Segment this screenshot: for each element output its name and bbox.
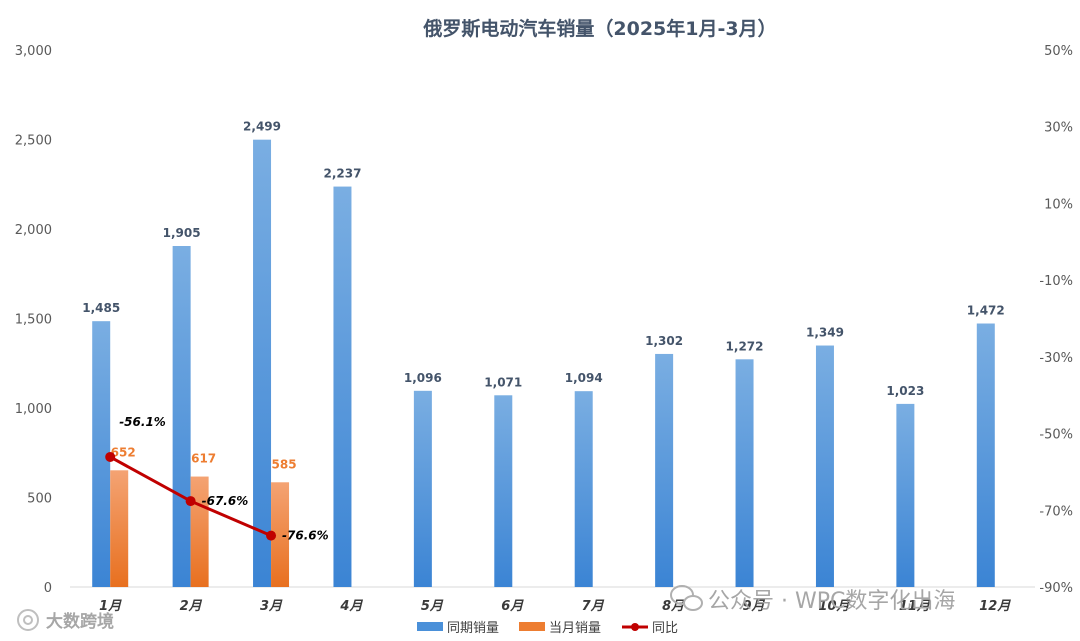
watermark-logo-icon <box>17 609 39 631</box>
x-tick-label: 10月 <box>818 599 850 614</box>
y2-tick-label: -50% <box>1039 428 1073 443</box>
legend-label-prior-year: 同期销量 <box>447 621 499 636</box>
x-tick-label: 2月 <box>180 599 203 614</box>
data-label-current-month: 652 <box>111 445 136 459</box>
wechat-icon <box>670 585 703 611</box>
data-label-prior-year: 1,485 <box>82 301 120 315</box>
x-tick-label: 7月 <box>582 599 605 614</box>
y-tick-label: 500 <box>27 492 52 507</box>
bar-current-month <box>110 470 129 587</box>
data-label-prior-year: 1,472 <box>967 304 1005 318</box>
x-tick-label: 11月 <box>899 599 931 614</box>
legend-item-prior-year: 同期销量 <box>417 621 499 636</box>
bar-prior-year <box>896 403 915 587</box>
y2-tick-label: 30% <box>1044 121 1073 136</box>
data-label-yoy: -56.1% <box>119 415 166 429</box>
legend-swatch-current-month <box>519 622 545 631</box>
legend-marker-yoy <box>631 623 639 631</box>
watermark-right: 公众号 · WPC数字化出海 <box>670 585 955 614</box>
legend: 同期销量 当月销量 同比 <box>417 621 678 636</box>
data-label-yoy: -67.6% <box>202 494 249 508</box>
data-label-prior-year: 1,302 <box>645 334 683 348</box>
y-tick-label: 2,000 <box>15 223 52 238</box>
data-label-prior-year: 1,905 <box>163 226 201 240</box>
x-tick-label: 5月 <box>421 599 444 614</box>
legend-swatch-prior-year <box>417 622 443 631</box>
y-tick-label: 1,500 <box>15 313 52 328</box>
data-label-yoy: -76.6% <box>282 529 329 543</box>
y-axis-right: -90% -70% -50% -30% -10% 10% 30% 50% <box>1039 44 1073 596</box>
bar-prior-year <box>574 391 593 587</box>
legend-item-yoy: 同比 <box>622 621 678 636</box>
y-tick-label: 2,500 <box>15 134 52 149</box>
legend-label-current-month: 当月销量 <box>549 621 601 636</box>
legend-item-current-month: 当月销量 <box>519 621 601 636</box>
y-tick-label: 3,000 <box>15 44 52 59</box>
bar-prior-year <box>735 359 754 587</box>
y2-tick-label: 50% <box>1044 44 1073 59</box>
yoy-point <box>185 496 196 507</box>
data-label-prior-year: 1,094 <box>565 371 603 385</box>
x-tick-label: 3月 <box>260 599 283 614</box>
x-tick-label: 1月 <box>99 599 122 614</box>
bar-prior-year <box>333 186 352 587</box>
bar-prior-year <box>413 390 432 587</box>
bar-prior-year <box>92 321 111 587</box>
y2-tick-label: 10% <box>1044 197 1073 212</box>
data-label-prior-year: 1,071 <box>484 375 522 389</box>
bar-prior-year <box>494 395 513 587</box>
data-label-prior-year: 2,499 <box>243 120 281 134</box>
data-label-current-month: 617 <box>191 452 216 466</box>
bar-prior-year <box>253 139 272 587</box>
y-tick-label: 0 <box>44 581 52 596</box>
y-axis-left: 0 500 1,000 1,500 2,000 2,500 3,000 <box>15 44 52 596</box>
x-tick-label: 4月 <box>339 599 363 614</box>
x-tick-label: 12月 <box>979 599 1011 614</box>
chart-title: 俄罗斯电动汽车销量（2025年1月-3月） <box>422 17 776 40</box>
y2-tick-label: -90% <box>1039 581 1073 596</box>
bar-current-month <box>271 482 290 587</box>
y2-tick-label: -30% <box>1039 351 1073 366</box>
bar-prior-year <box>976 323 995 587</box>
bar-prior-year <box>815 345 834 587</box>
series-yoy-line: -56.1% -67.6% -76.6% <box>105 415 329 543</box>
data-label-prior-year: 1,349 <box>806 326 844 340</box>
series-prior-year-bars: 1,485 1,905 2,499 2,237 1,096 1,071 1,094 1,302… <box>82 120 1005 587</box>
x-tick-label: 9月 <box>743 599 766 614</box>
data-label-prior-year: 1,096 <box>404 371 442 385</box>
data-label-current-month: 585 <box>272 457 297 471</box>
watermark-right-text: 公众号 · WPC数字化出海 <box>708 589 955 614</box>
data-label-prior-year: 1,023 <box>886 384 924 398</box>
data-label-prior-year: 1,272 <box>726 339 764 353</box>
watermark-left: 大数跨境 <box>17 609 114 632</box>
yoy-point <box>105 451 116 462</box>
legend-label-yoy: 同比 <box>652 621 678 636</box>
x-tick-label: 6月 <box>501 599 524 614</box>
bar-prior-year <box>655 353 674 587</box>
y-tick-label: 1,000 <box>15 402 52 417</box>
y2-tick-label: -10% <box>1039 274 1073 289</box>
watermark-left-text: 大数跨境 <box>46 611 114 632</box>
y2-tick-label: -70% <box>1039 504 1073 519</box>
bar-prior-year <box>172 246 191 587</box>
data-label-prior-year: 2,237 <box>323 167 361 181</box>
yoy-point <box>266 530 277 541</box>
